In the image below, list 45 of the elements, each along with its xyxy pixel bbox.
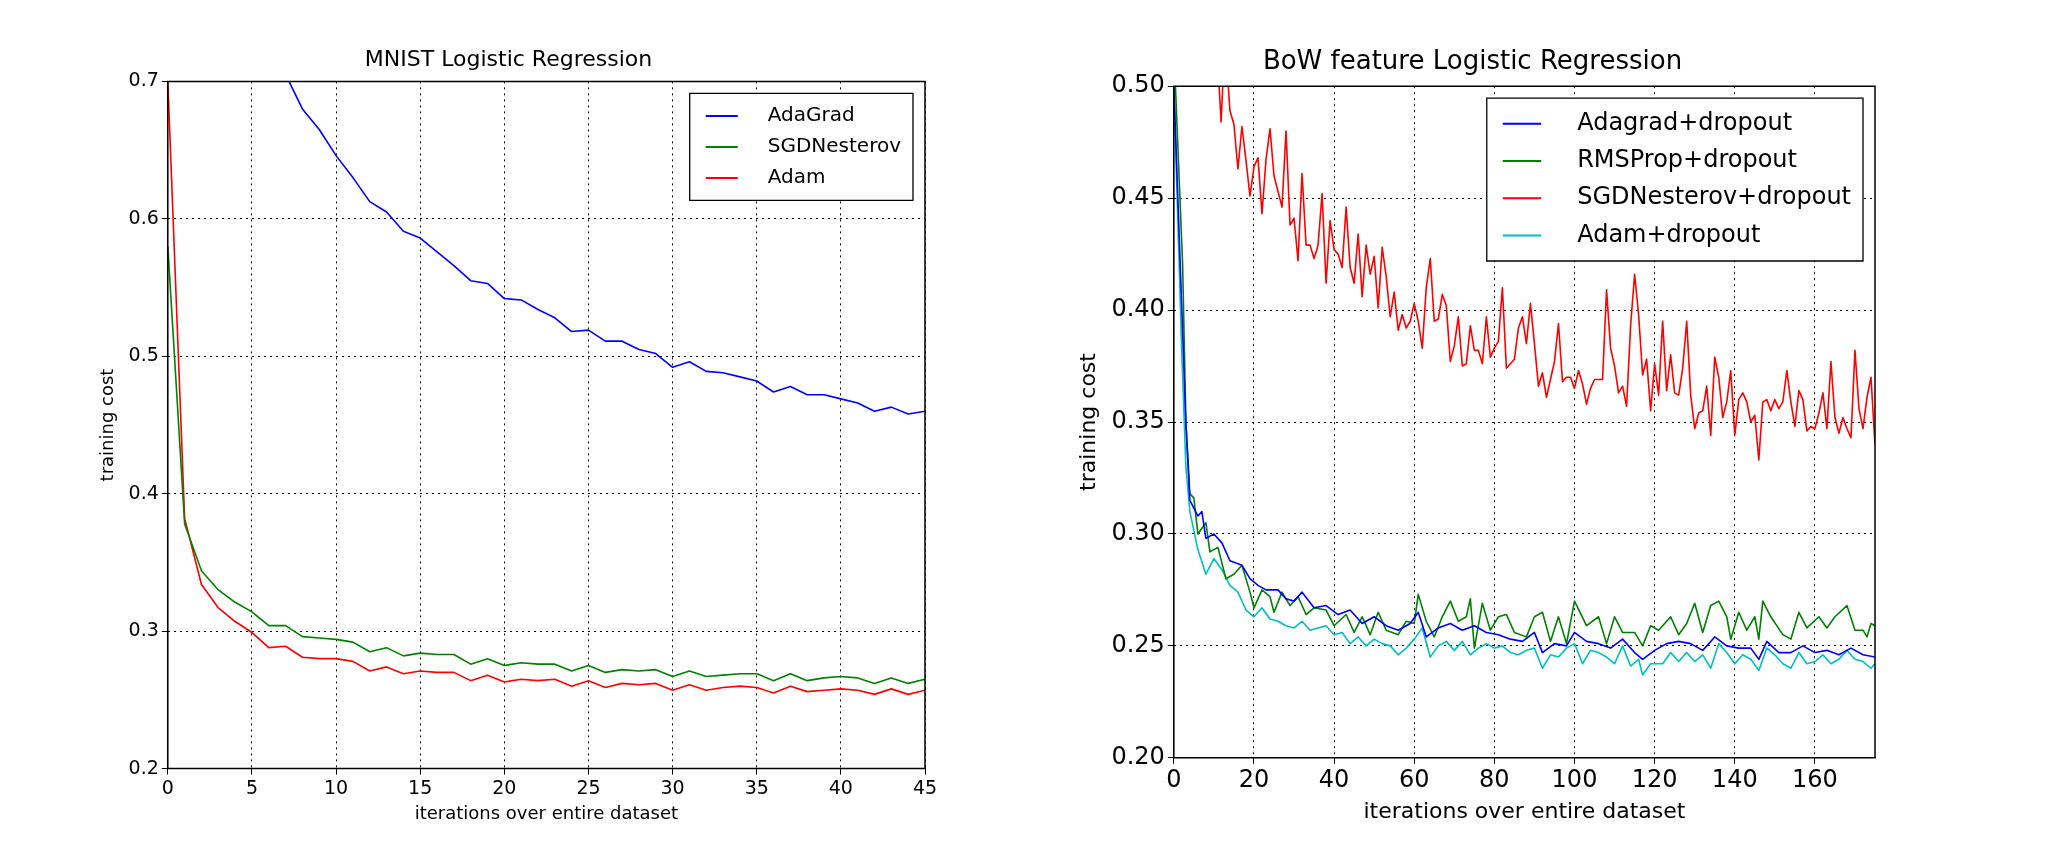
x-tick-label: 15	[408, 775, 433, 798]
x-tick-label: 0	[161, 775, 174, 798]
x-tick-label: 140	[1711, 765, 1758, 794]
y-tick-label: 0.20	[1111, 742, 1165, 771]
x-tick-label: 20	[1238, 765, 1270, 794]
x-tick-label: 40	[1318, 765, 1350, 794]
y-axis-title: training cost	[96, 368, 118, 482]
y-axis-title: training cost	[1074, 352, 1100, 491]
legend-label: AdaGrad	[767, 102, 855, 127]
y-tick-label: 0.25	[1111, 630, 1165, 659]
legend-label: Adam+dropout	[1577, 219, 1761, 248]
y-tick-label: 0.7	[128, 68, 159, 91]
y-tick-label: 0.50	[1111, 70, 1165, 99]
legend-label: SGDNesterov	[767, 133, 902, 158]
y-tick-label: 0.5	[128, 343, 159, 366]
legend-label: Adagrad+dropout	[1577, 108, 1793, 137]
y-tick-label: 0.30	[1111, 518, 1165, 547]
x-tick-label: 35	[744, 775, 769, 798]
legend-label: RMSProp+dropout	[1577, 145, 1797, 174]
chart-title: MNIST Logistic Regression	[364, 45, 653, 71]
y-tick-label: 0.4	[128, 480, 159, 503]
y-tick-label: 0.45	[1111, 182, 1165, 211]
x-tick-label: 160	[1791, 765, 1838, 794]
legend-label: Adam	[767, 164, 826, 189]
chart-title: BoW feature Logistic Regression	[1262, 45, 1683, 76]
y-tick-label: 0.40	[1111, 294, 1165, 323]
x-tick-label: 25	[576, 775, 601, 798]
x-axis-title: iterations over entire dataset	[414, 801, 679, 823]
x-tick-label: 80	[1479, 765, 1510, 794]
x-tick-label: 20	[492, 775, 517, 798]
x-tick-label: 120	[1631, 765, 1678, 794]
x-tick-label: 100	[1551, 765, 1598, 794]
y-tick-label: 0.35	[1111, 406, 1165, 435]
legend-label: SGDNesterov+dropout	[1577, 182, 1851, 211]
x-tick-label: 0	[1166, 765, 1182, 794]
x-tick-label: 60	[1398, 765, 1430, 794]
x-tick-label: 10	[323, 775, 349, 798]
y-tick-label: 0.2	[128, 755, 159, 778]
y-tick-label: 0.3	[128, 618, 159, 641]
x-axis-title: iterations over entire dataset	[1363, 797, 1686, 823]
x-tick-label: 45	[912, 775, 938, 798]
x-tick-label: 5	[245, 775, 258, 798]
y-tick-label: 0.6	[128, 205, 159, 228]
x-tick-label: 30	[660, 775, 685, 798]
x-tick-label: 40	[828, 775, 853, 798]
